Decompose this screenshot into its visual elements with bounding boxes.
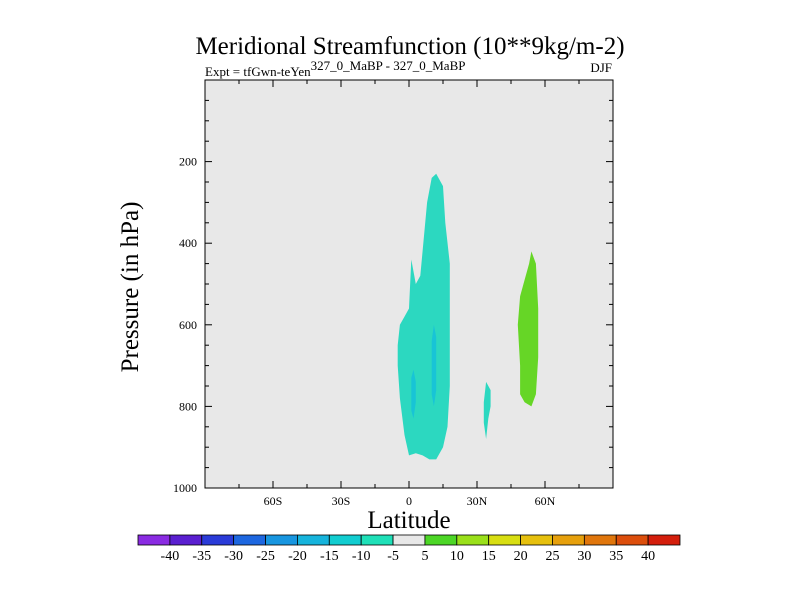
colorbar-label: 35: [609, 549, 623, 564]
y-axis-label: Pressure (in hPa): [117, 202, 144, 373]
colorbar-swatch: [137, 534, 171, 546]
colorbar-swatch: [233, 534, 266, 546]
colorbar: -40 -35 -30 -25 -20 -15 -10 -5 5 10 15 20 25 30 35 40: [137, 534, 681, 564]
colorbar-swatch: [488, 534, 521, 546]
colorbar-swatch: [265, 534, 298, 546]
x-tick-label: 60N: [535, 494, 556, 508]
colorbar-label: -40: [161, 549, 180, 564]
colorbar-label: -10: [352, 549, 371, 564]
contour-regions: [397, 173, 539, 460]
x-tick-label: 0: [406, 494, 412, 508]
x-tick-label: 60S: [264, 494, 283, 508]
colorbar-label: -20: [288, 549, 307, 564]
colorbar-swatch: [328, 534, 362, 546]
colorbar-label: 30: [577, 549, 591, 564]
colorbar-label: -5: [387, 549, 399, 564]
colorbar-swatch: [297, 534, 330, 546]
positive-cell-region: [517, 251, 539, 407]
colorbar-label: 25: [545, 549, 559, 564]
y-tick-label: 400: [179, 236, 197, 250]
colorbar-swatch: [615, 534, 649, 546]
colorbar-swatch: [552, 534, 585, 546]
colorbar-swatch: [169, 534, 203, 546]
colorbar-label: 15: [482, 549, 496, 564]
x-tick-label: 30S: [332, 494, 351, 508]
colorbar-label: 5: [421, 549, 428, 564]
colorbar-swatch: [424, 534, 458, 546]
chart-title: Meridional Streamfunction (10**9kg/m-2): [195, 33, 624, 60]
y-tick-label: 200: [179, 155, 197, 169]
negative-cell-inner-2-region: [431, 324, 437, 407]
y-tick-label: 800: [179, 399, 197, 413]
subtitle-left-super: 327_0_MaBP - 327_0_MaBP: [311, 58, 466, 73]
colorbar-swatch: [201, 534, 235, 546]
colorbar-label: 40: [641, 549, 655, 564]
colorbar-swatch: [392, 534, 426, 546]
chart-subtitle-right: DJF: [590, 60, 612, 75]
colorbar-label: -15: [320, 549, 339, 564]
subtitle-left-base: Expt = tfGwn-teYen: [205, 64, 311, 79]
colorbar-swatch: [520, 534, 553, 546]
colorbar-label: 10: [450, 549, 464, 564]
colorbar-label: -25: [256, 549, 275, 564]
negative-cell-small-region: [483, 381, 491, 439]
x-tick-label: 30N: [467, 494, 488, 508]
colorbar-swatch: [647, 534, 681, 546]
colorbar-swatch: [456, 534, 490, 546]
x-axis-label: Latitude: [367, 507, 450, 534]
negative-cell-inner-region: [411, 369, 416, 419]
colorbar-label: -35: [192, 549, 211, 564]
colorbar-label: -30: [224, 549, 243, 564]
chart-subtitle-left: Expt = tfGwn-teYen327_0_MaBP - 327_0_MaB…: [205, 58, 465, 79]
negative-cell-main-region: [397, 173, 450, 460]
colorbar-label: 20: [514, 549, 528, 564]
colorbar-swatch: [360, 534, 394, 546]
y-tick-label: 600: [179, 318, 197, 332]
y-tick-label: 1000: [173, 481, 197, 495]
axis-ticks: 60S 30S 0 30N 60N 200 400 600 800 1000: [173, 80, 613, 508]
colorbar-swatch: [583, 534, 617, 546]
